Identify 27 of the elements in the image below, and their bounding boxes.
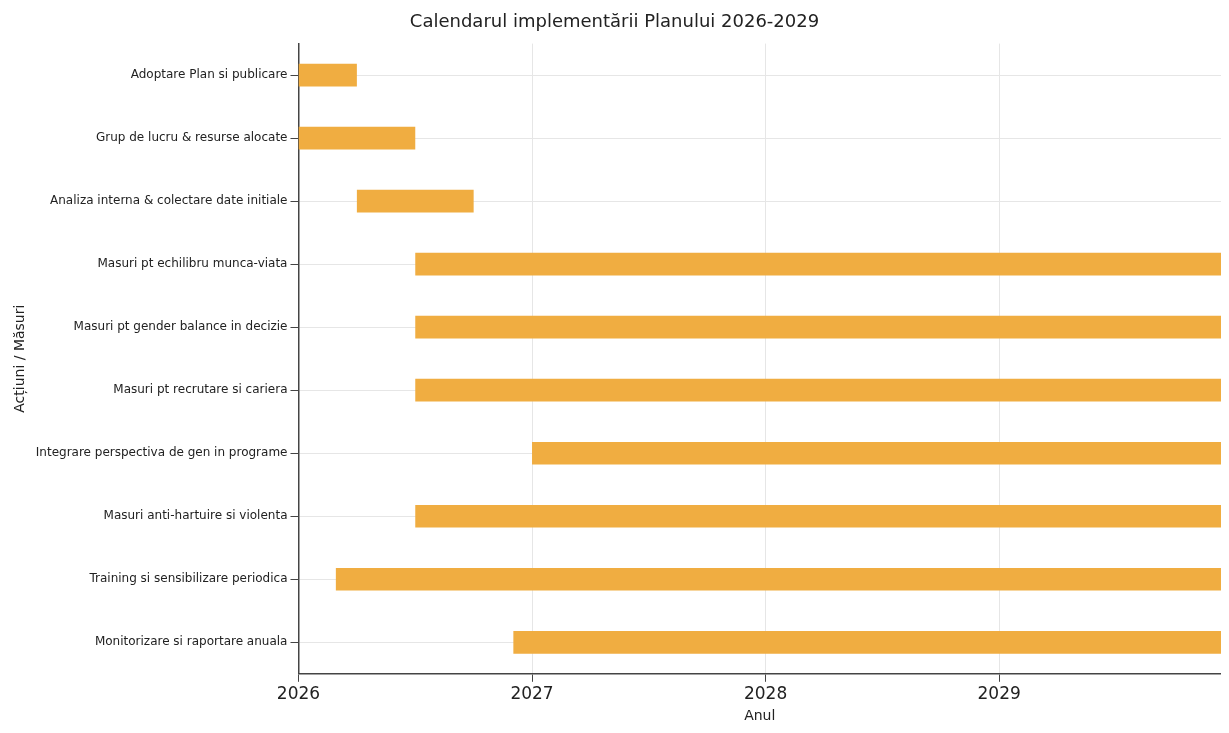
bar xyxy=(415,504,1221,528)
bar xyxy=(335,567,1221,591)
y-tick-label: Grup de lucru & resurse alocate xyxy=(95,130,288,145)
bar xyxy=(415,315,1221,339)
y-tick-label: Masuri pt echilibru munca-viata xyxy=(97,256,288,271)
x-tick-label: 2027 xyxy=(510,683,554,704)
x-tick-label: 2026 xyxy=(276,683,321,704)
y-tick-label: Masuri pt recrutare si cariera xyxy=(113,382,288,397)
x-tick-label: 2029 xyxy=(977,683,1021,704)
bar xyxy=(415,378,1221,402)
bar xyxy=(513,630,1221,654)
y-tick-label: Integrare perspectiva de gen in programe xyxy=(35,445,288,460)
bar xyxy=(298,126,416,150)
x-axis-title: Anul xyxy=(744,707,776,724)
bar xyxy=(356,189,474,213)
bar xyxy=(532,441,1221,465)
y-tick-label: Masuri anti-hartuire si violenta xyxy=(103,508,288,523)
chart-title: Calendarul implementării Planului 2026-2029 xyxy=(409,10,820,32)
y-axis-title: Acțiuni / Măsuri xyxy=(11,304,29,413)
y-tick-label: Analiza interna & colectare date initiale xyxy=(50,193,288,208)
bar xyxy=(415,252,1221,276)
y-tick-label: Adoptare Plan si publicare xyxy=(130,67,288,82)
y-tick-label: Masuri pt gender balance in decizie xyxy=(73,319,288,334)
bar xyxy=(298,63,357,87)
y-tick-label: Monitorizare si raportare anuala xyxy=(94,634,288,649)
x-tick-label: 2028 xyxy=(743,683,788,704)
y-tick-label: Training si sensibilizare periodica xyxy=(88,571,288,586)
